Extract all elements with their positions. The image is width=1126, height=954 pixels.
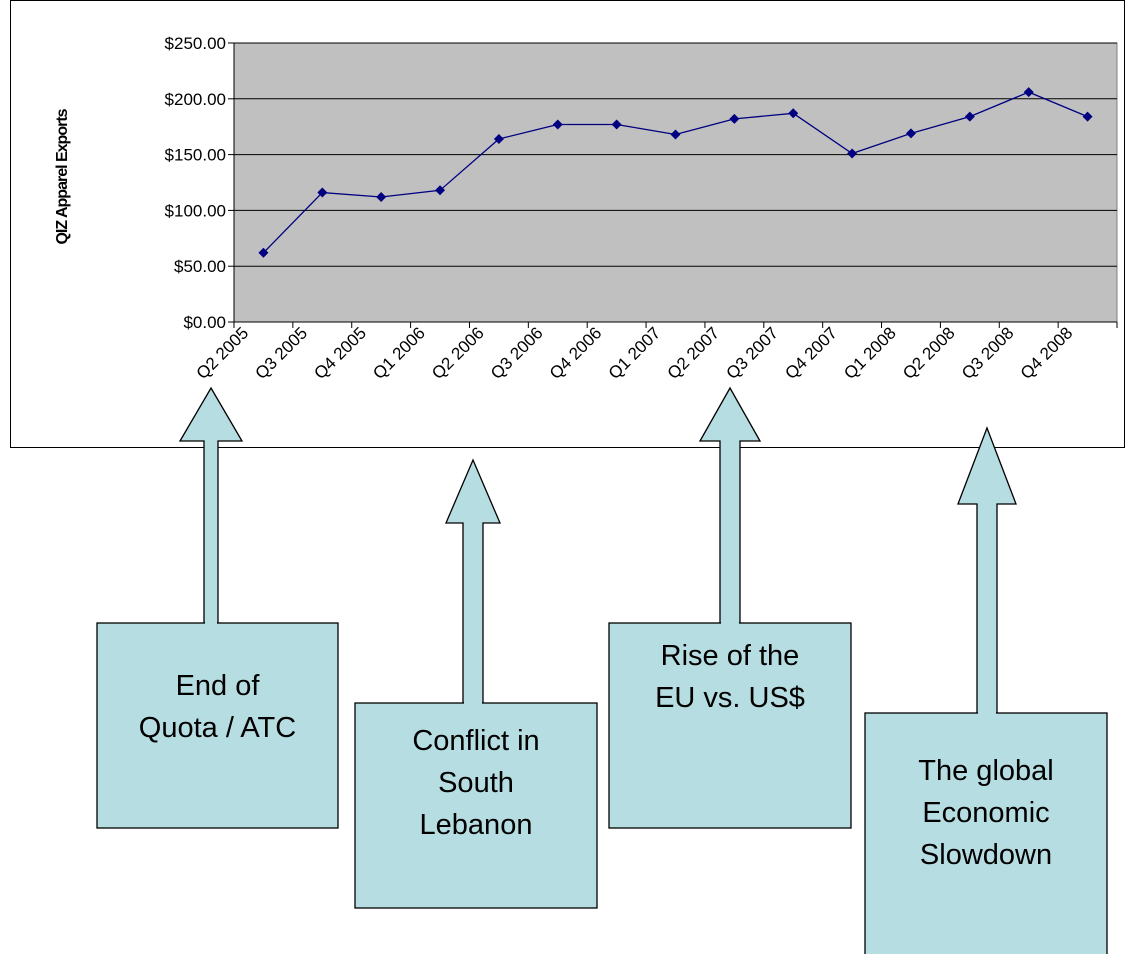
callout-text: Lebanon bbox=[420, 809, 533, 841]
callout-text: Rise of the bbox=[661, 640, 800, 672]
callout-arrow bbox=[445, 458, 501, 704]
data-point bbox=[964, 111, 975, 122]
data-point bbox=[435, 185, 446, 196]
callout-box bbox=[354, 702, 598, 909]
callout-text: The global bbox=[918, 755, 1053, 787]
data-point bbox=[258, 247, 269, 258]
y-tick-label: $100.00 bbox=[165, 201, 226, 220]
callout-text: South bbox=[438, 767, 514, 799]
callout-text: Slowdown bbox=[920, 839, 1052, 871]
callout-box bbox=[608, 622, 852, 829]
callout-box bbox=[96, 622, 339, 829]
y-axis-label: QIZ Apparel Exports bbox=[54, 108, 71, 244]
data-point bbox=[1023, 87, 1034, 98]
data-point bbox=[847, 148, 858, 159]
callout-text: Quota / ATC bbox=[139, 712, 296, 744]
data-point bbox=[317, 187, 328, 198]
y-tick-label: $50.00 bbox=[174, 257, 226, 276]
y-tick-label: $200.00 bbox=[165, 90, 226, 109]
data-point bbox=[788, 108, 799, 119]
callout-arrow bbox=[957, 426, 1017, 714]
y-tick-label: $0.00 bbox=[183, 313, 226, 332]
callout-text: Economic bbox=[922, 797, 1049, 829]
callout-text: EU vs. US$ bbox=[655, 682, 805, 714]
y-tick-label: $250.00 bbox=[165, 34, 226, 53]
callout-text: End of bbox=[176, 670, 261, 702]
data-point bbox=[493, 133, 504, 144]
data-point bbox=[905, 128, 916, 139]
callout-text: Conflict in bbox=[412, 725, 539, 757]
data-point bbox=[611, 119, 622, 130]
data-point bbox=[670, 129, 681, 140]
data-point bbox=[376, 192, 387, 203]
data-point bbox=[1082, 111, 1093, 122]
y-tick-label: $150.00 bbox=[165, 146, 226, 165]
data-point bbox=[552, 119, 563, 130]
data-point bbox=[729, 113, 740, 124]
callout-box bbox=[864, 712, 1108, 954]
plot-area bbox=[233, 42, 1118, 323]
